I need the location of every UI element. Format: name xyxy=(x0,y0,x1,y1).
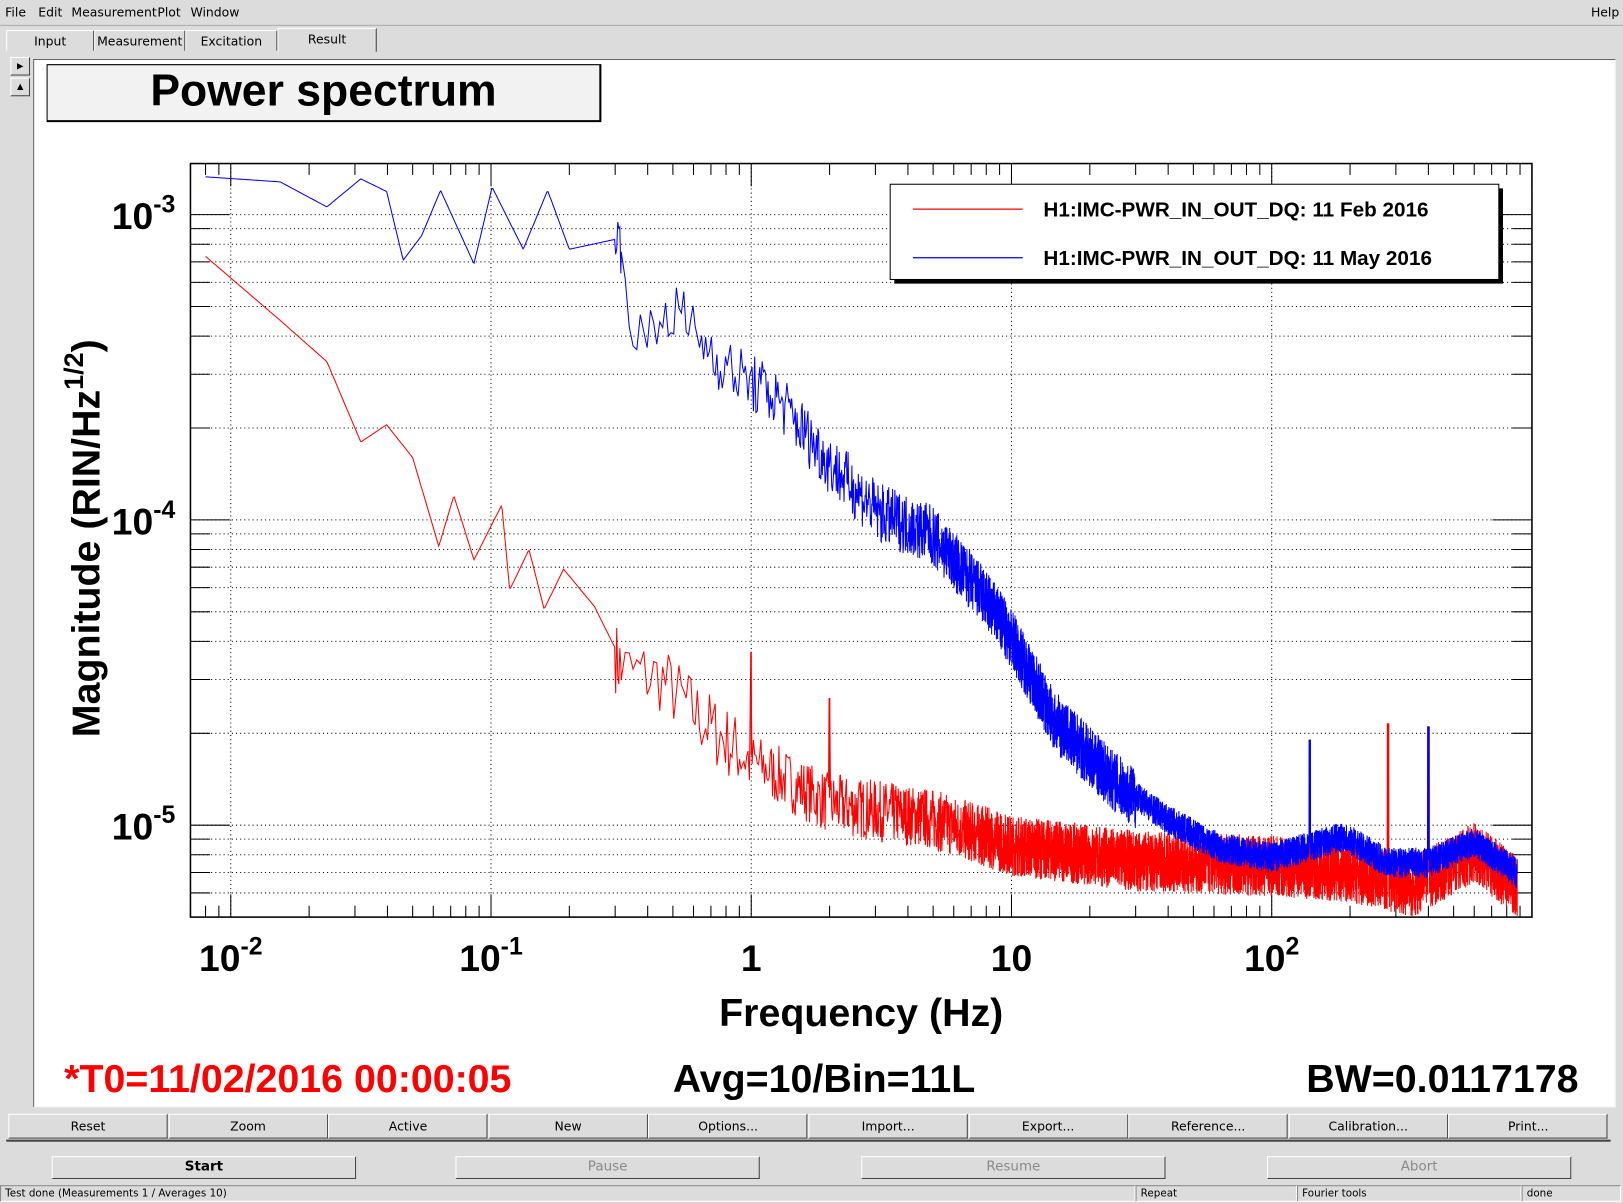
y-tick-base: 10 xyxy=(112,195,153,237)
tab-result[interactable]: Result xyxy=(277,27,377,52)
status-field-3: done xyxy=(1521,1185,1621,1202)
pause-button[interactable]: Pause xyxy=(455,1156,760,1179)
y-axis-label-end: ) xyxy=(64,339,108,352)
x-tick-exponent: -2 xyxy=(240,933,262,960)
legend-label-1: H1:IMC-PWR_IN_OUT_DQ: 11 May 2016 xyxy=(1043,247,1432,270)
plot-frame xyxy=(189,162,1533,918)
tab-measurement[interactable]: Measurement xyxy=(94,30,186,51)
y-axis-label: Magnitude (RIN/Hz1/2) xyxy=(59,339,109,737)
y-tick-label: 10-3 xyxy=(112,192,176,238)
y-tick-base: 10 xyxy=(112,806,153,848)
options-button[interactable]: Options... xyxy=(648,1113,808,1139)
x-tick-label: 10-2 xyxy=(199,933,263,979)
x-tick-exponent: 2 xyxy=(1286,933,1300,960)
y-tick-exponent: -3 xyxy=(153,192,175,219)
menu-edit[interactable]: Edit xyxy=(38,5,63,20)
menu-plot[interactable]: Plot xyxy=(157,5,181,20)
plot-toolbar: Reset Zoom Active New Options... Import... Exp… xyxy=(6,1111,1611,1142)
x-tick-label: 1 xyxy=(741,937,762,979)
status-field-0: Test done (Measurements 1 / Averages 10) xyxy=(0,1185,1136,1202)
t0-label: *T0=11/02/2016 00:00:05 xyxy=(64,1057,512,1102)
x-tick-label: 102 xyxy=(1244,933,1299,979)
y-tick-label: 10-5 xyxy=(112,802,176,848)
reset-button[interactable]: Reset xyxy=(8,1113,168,1139)
bw-label: BW=0.0117178 xyxy=(1306,1057,1579,1102)
avg-label: Avg=10/Bin=11L xyxy=(672,1057,976,1102)
x-tick-label: 10 xyxy=(991,937,1032,979)
tab-excitation[interactable]: Excitation xyxy=(185,30,278,51)
x-tick-base: 10 xyxy=(991,937,1032,979)
arrow-right-icon[interactable]: ▶ xyxy=(10,56,31,76)
menu-measurement[interactable]: Measurement xyxy=(71,5,157,20)
menu-window[interactable]: Window xyxy=(190,5,240,20)
series-line-0 xyxy=(205,255,1518,917)
y-tick-base: 10 xyxy=(112,500,153,542)
y-axis-label-main: Magnitude (RIN/Hz xyxy=(64,390,108,737)
active-button[interactable]: Active xyxy=(328,1113,488,1139)
menu-file[interactable]: File xyxy=(5,5,26,20)
y-axis-label-sup: 1/2 xyxy=(59,352,89,389)
tab-input[interactable]: Input xyxy=(6,30,95,51)
x-tick-base: 10 xyxy=(199,937,240,979)
legend-box xyxy=(889,183,1500,280)
zoom-button[interactable]: Zoom xyxy=(168,1113,328,1139)
arrow-up-icon[interactable]: ▲ xyxy=(10,77,31,97)
x-tick-exponent: -1 xyxy=(501,933,523,960)
menu-help[interactable]: Help xyxy=(1590,5,1620,20)
print-button[interactable]: Print... xyxy=(1448,1113,1608,1139)
reference-button[interactable]: Reference... xyxy=(1128,1113,1288,1139)
x-tick-base: 10 xyxy=(1244,937,1285,979)
resume-button[interactable]: Resume xyxy=(861,1156,1166,1179)
start-button[interactable]: Start xyxy=(51,1156,357,1179)
x-axis-label: Frequency (Hz) xyxy=(719,991,1003,1035)
import-button[interactable]: Import... xyxy=(808,1113,968,1139)
x-tick-label: 10-1 xyxy=(459,933,523,979)
x-tick-base: 1 xyxy=(741,937,762,979)
series-line-1 xyxy=(205,176,1518,889)
plot-title: Power spectrum xyxy=(46,64,602,123)
status-field-1: Repeat xyxy=(1135,1185,1297,1202)
legend-label-0: H1:IMC-PWR_IN_OUT_DQ: 11 Feb 2016 xyxy=(1043,198,1428,221)
x-tick-base: 10 xyxy=(459,937,500,979)
y-tick-exponent: -5 xyxy=(153,802,175,829)
status-field-2: Fourier tools xyxy=(1296,1185,1522,1202)
new-button[interactable]: New xyxy=(488,1113,648,1139)
abort-button[interactable]: Abort xyxy=(1266,1156,1572,1179)
export-button[interactable]: Export... xyxy=(968,1113,1128,1139)
y-tick-exponent: -4 xyxy=(153,497,175,524)
menu-bar: File Edit Measurement Plot Window Help xyxy=(0,0,1623,26)
y-tick-label: 10-4 xyxy=(112,497,176,543)
calibration-button[interactable]: Calibration... xyxy=(1288,1113,1448,1139)
